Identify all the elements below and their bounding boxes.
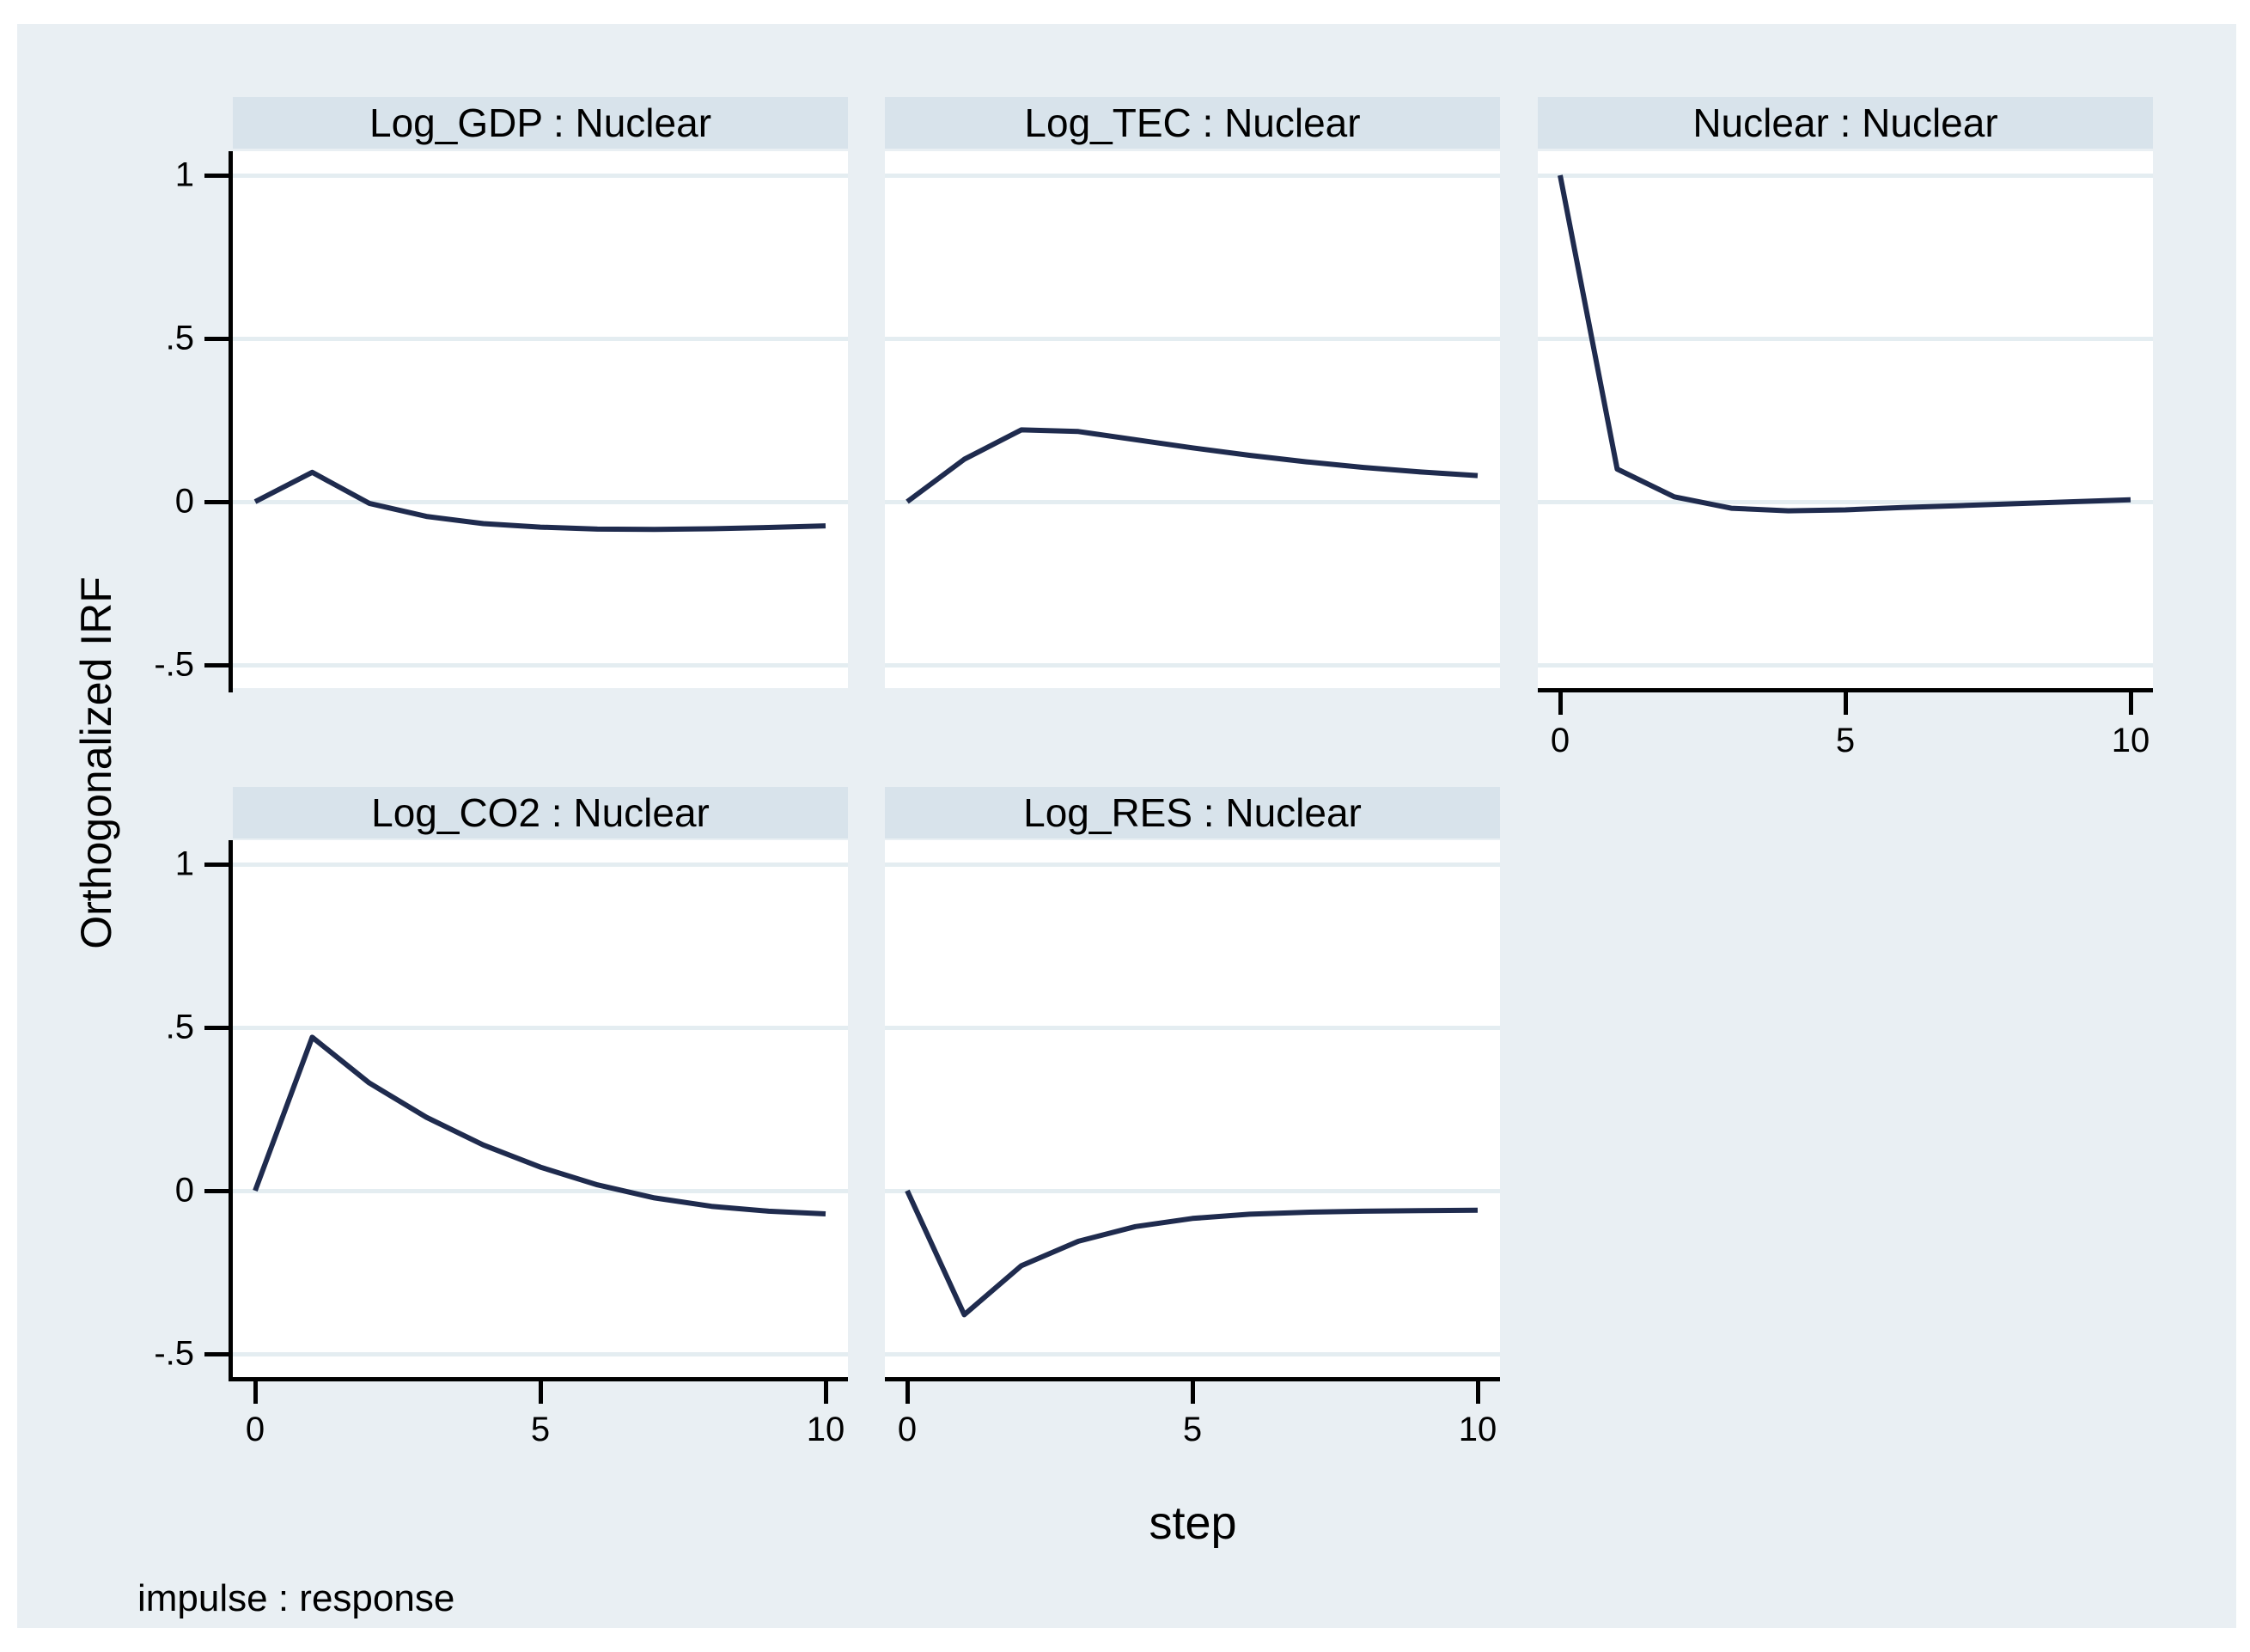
plot-area bbox=[233, 840, 848, 1377]
x-tick bbox=[824, 1381, 828, 1404]
x-axis-title: step bbox=[1149, 1497, 1237, 1549]
y-tick bbox=[204, 1026, 229, 1030]
x-tick-label: 0 bbox=[1550, 722, 1570, 759]
y-axis-line bbox=[229, 840, 233, 1381]
y-tick bbox=[204, 1189, 229, 1193]
gridline bbox=[885, 1352, 1500, 1356]
y-axis-line bbox=[229, 151, 233, 692]
gridline bbox=[1538, 337, 2153, 341]
impulse-response-note: impulse : response bbox=[137, 1577, 455, 1619]
irf-line-chart bbox=[253, 1034, 826, 1216]
y-tick bbox=[204, 337, 229, 341]
y-tick-label: -.5 bbox=[154, 1334, 194, 1373]
gridline bbox=[885, 1189, 1500, 1193]
panel-title: Log_TEC : Nuclear bbox=[885, 97, 1500, 149]
panel-title: Log_CO2 : Nuclear bbox=[233, 787, 848, 838]
x-tick bbox=[1844, 692, 1848, 715]
y-tick bbox=[204, 500, 229, 504]
x-tick bbox=[905, 1381, 910, 1404]
gridline bbox=[1538, 663, 2153, 668]
gridline bbox=[233, 1026, 848, 1030]
x-tick-label: 10 bbox=[1458, 1411, 1497, 1448]
x-tick bbox=[1558, 692, 1563, 715]
gridline bbox=[885, 500, 1500, 504]
x-tick-label: 5 bbox=[1835, 722, 1856, 759]
irf-series bbox=[253, 1034, 826, 1216]
irf-line-chart bbox=[905, 1189, 1479, 1318]
plot-area bbox=[233, 151, 848, 688]
x-tick-label: 10 bbox=[2111, 722, 2150, 759]
irf-series bbox=[1558, 174, 2131, 514]
gridline bbox=[1538, 174, 2153, 178]
y-tick-label: 0 bbox=[174, 482, 194, 521]
gridline bbox=[233, 1352, 848, 1356]
x-tick-label: 5 bbox=[530, 1411, 551, 1448]
y-tick-label: .5 bbox=[165, 1008, 194, 1046]
panel-title: Nuclear : Nuclear bbox=[1538, 97, 2153, 149]
x-tick bbox=[539, 1381, 543, 1404]
y-axis-title: Orthogonalized IRF bbox=[72, 576, 120, 949]
irf-series bbox=[905, 427, 1479, 504]
x-tick bbox=[253, 1381, 258, 1404]
y-tick-label: 1 bbox=[174, 844, 194, 883]
y-tick bbox=[204, 663, 229, 668]
gridline bbox=[1538, 500, 2153, 504]
irf-series bbox=[905, 1189, 1479, 1318]
x-tick bbox=[2129, 692, 2133, 715]
gridline bbox=[885, 174, 1500, 178]
x-tick bbox=[1191, 1381, 1195, 1404]
x-tick bbox=[1476, 1381, 1480, 1404]
x-tick-label: 10 bbox=[806, 1411, 845, 1448]
panel-title: Log_RES : Nuclear bbox=[885, 787, 1500, 838]
gridline bbox=[233, 1189, 848, 1193]
gridline bbox=[233, 337, 848, 341]
gridline bbox=[885, 663, 1500, 668]
gridline bbox=[885, 337, 1500, 341]
x-tick-label: 0 bbox=[897, 1411, 918, 1448]
plot-area bbox=[885, 840, 1500, 1377]
gridline bbox=[885, 1026, 1500, 1030]
gridline bbox=[233, 863, 848, 867]
irf-line-chart bbox=[905, 427, 1479, 504]
y-tick-label: -.5 bbox=[154, 645, 194, 684]
y-tick bbox=[204, 174, 229, 178]
x-axis-line bbox=[229, 1377, 848, 1381]
gridline bbox=[233, 174, 848, 178]
x-tick-label: 0 bbox=[245, 1411, 265, 1448]
gridline bbox=[233, 500, 848, 504]
panel-title: Log_GDP : Nuclear bbox=[233, 97, 848, 149]
plot-area bbox=[1538, 151, 2153, 688]
y-tick-label: .5 bbox=[165, 319, 194, 357]
gridline bbox=[233, 663, 848, 668]
y-tick bbox=[204, 863, 229, 867]
y-tick-label: 1 bbox=[174, 155, 194, 194]
x-axis-line bbox=[1538, 688, 2153, 692]
x-tick-label: 5 bbox=[1182, 1411, 1203, 1448]
gridline bbox=[885, 863, 1500, 867]
irf-line-chart bbox=[253, 469, 826, 533]
x-axis-line bbox=[885, 1377, 1500, 1381]
plot-area bbox=[885, 151, 1500, 688]
y-tick bbox=[204, 1352, 229, 1356]
irf-line-chart bbox=[1558, 174, 2131, 514]
y-tick-label: 0 bbox=[174, 1171, 194, 1210]
irf-series bbox=[253, 469, 826, 533]
